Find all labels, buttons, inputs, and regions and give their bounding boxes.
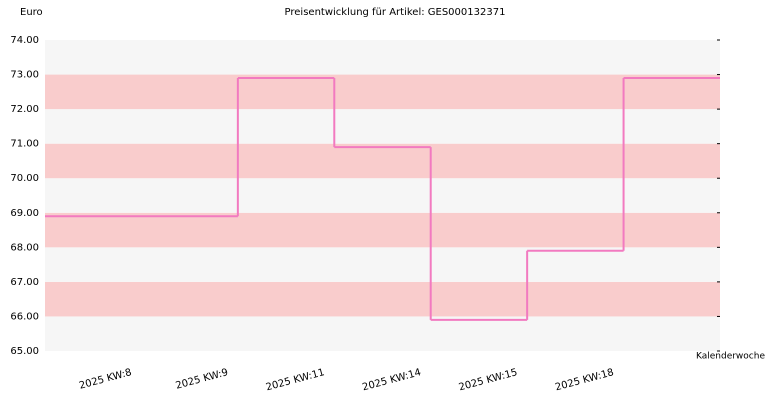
y-axis-label: Euro <box>20 7 43 18</box>
x-tick-label: 2025 KW:9 <box>175 367 230 392</box>
band <box>45 178 720 213</box>
band <box>45 40 720 75</box>
x-tick-label: 2025 KW:11 <box>265 367 326 393</box>
band <box>45 247 720 282</box>
x-tick-label: 2025 KW:15 <box>458 367 519 393</box>
band <box>45 281 720 317</box>
y-tick-label: 74.00 <box>10 35 39 46</box>
band <box>45 109 720 144</box>
band <box>45 143 720 179</box>
x-tick-label: 2025 KW:18 <box>554 367 615 393</box>
chart-title: Preisentwicklung für Artikel: GES0001323… <box>285 7 506 18</box>
y-tick-label: 69.00 <box>10 208 39 219</box>
band <box>45 74 720 110</box>
x-tick-label: 2025 KW:8 <box>78 367 133 392</box>
y-tick-label: 73.00 <box>10 70 39 81</box>
x-axis-label: Kalenderwoche <box>696 352 765 362</box>
y-tick-label: 67.00 <box>10 277 39 288</box>
band <box>45 316 720 351</box>
y-tick-label: 70.00 <box>10 173 39 184</box>
band <box>45 212 720 248</box>
y-tick-label: 66.00 <box>10 311 39 322</box>
x-tick-label: 2025 KW:14 <box>361 367 422 393</box>
y-tick-label: 65.00 <box>10 346 39 357</box>
y-tick-label: 71.00 <box>10 139 39 150</box>
y-tick-label: 72.00 <box>10 104 39 115</box>
y-tick-label: 68.00 <box>10 242 39 253</box>
